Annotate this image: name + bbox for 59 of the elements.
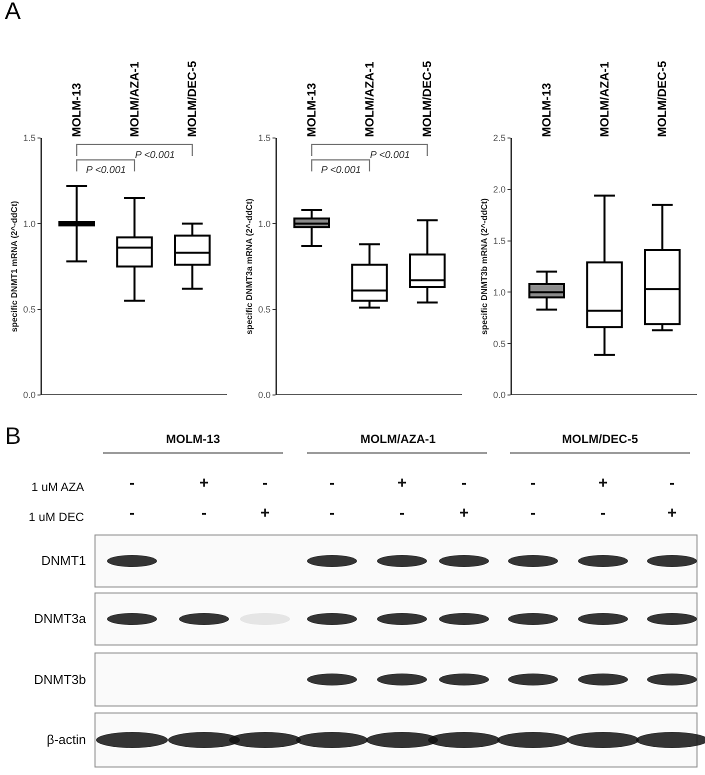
- x-tick-label: MOLM/AZA-1: [127, 61, 142, 137]
- text: 1 uM AZA: [31, 480, 84, 494]
- y-axis-title: specific DNMT3b mRNA (2^-ddCt): [478, 198, 489, 335]
- text: DNMT3a: [34, 611, 86, 626]
- text: DNMT1: [41, 553, 86, 568]
- text: -: [329, 505, 335, 523]
- text: +: [598, 475, 608, 493]
- x-tick-label: MOLM/DEC-5: [420, 60, 434, 137]
- annotation: P <0.001: [321, 165, 361, 176]
- annotation: P <0.001: [135, 150, 175, 161]
- text: -: [399, 505, 405, 523]
- y-axis-title: specific DNMT3a mRNA (2^-ddCt): [244, 198, 254, 334]
- y-tick-label: 0.0: [23, 390, 36, 400]
- x-tick-label: MOLM/DEC-5: [185, 60, 200, 137]
- y-tick-label: 1.0: [493, 287, 506, 298]
- y-tick-label: 1.5: [493, 236, 506, 246]
- x-tick-label: MOLM/AZA-1: [362, 61, 376, 137]
- annotation: P <0.001: [86, 165, 126, 176]
- text: MOLM-13: [166, 432, 220, 446]
- annotation: P <0.001: [370, 150, 410, 161]
- text: -: [669, 475, 675, 493]
- text: +: [199, 475, 209, 493]
- text: DNMT3b: [34, 672, 86, 686]
- x-tick-label: MOLM/DEC-5: [655, 60, 670, 137]
- y-tick-label: 1.5: [258, 133, 271, 144]
- text: -: [461, 475, 467, 493]
- y-tick-label: 0.0: [258, 390, 271, 400]
- y-tick-label: 2.0: [493, 184, 506, 195]
- y-tick-label: 0.5: [258, 304, 271, 314]
- y-tick-label: 2.5: [493, 133, 506, 144]
- x-tick-label: MOLM/AZA-1: [597, 61, 612, 137]
- y-tick-label: 1.5: [23, 133, 36, 144]
- x-tick-label: MOLM-13: [70, 82, 84, 137]
- y-tick-label: 0.0: [493, 390, 506, 400]
- text: β-actin: [46, 732, 86, 747]
- x-tick-label: MOLM-13: [540, 82, 554, 137]
- y-axis-title: specific DNMT1 mRNA (2^-ddCt): [8, 200, 19, 332]
- text: MOLM/DEC-5: [562, 432, 638, 446]
- text: -: [530, 475, 536, 493]
- text: +: [667, 505, 677, 523]
- text: -: [262, 475, 268, 493]
- chart-title: A: [4, 0, 21, 25]
- text: MOLM/AZA-1: [360, 432, 436, 446]
- text: -: [600, 505, 606, 523]
- y-tick-label: 0.5: [493, 338, 506, 349]
- x-tick-label: MOLM-13: [304, 82, 319, 137]
- text: +: [260, 505, 270, 523]
- y-tick-label: 1.0: [258, 218, 271, 229]
- text: -: [530, 505, 536, 523]
- text: +: [397, 475, 407, 493]
- y-tick-label: 1.0: [23, 218, 36, 229]
- y-tick-label: 0.5: [23, 304, 36, 314]
- text: -: [129, 475, 135, 493]
- text: -: [201, 505, 207, 523]
- text: -: [329, 475, 335, 493]
- text: 1 uM DEC: [28, 510, 84, 524]
- text: -: [129, 505, 135, 523]
- text: B: [5, 423, 22, 451]
- text: +: [459, 505, 469, 523]
